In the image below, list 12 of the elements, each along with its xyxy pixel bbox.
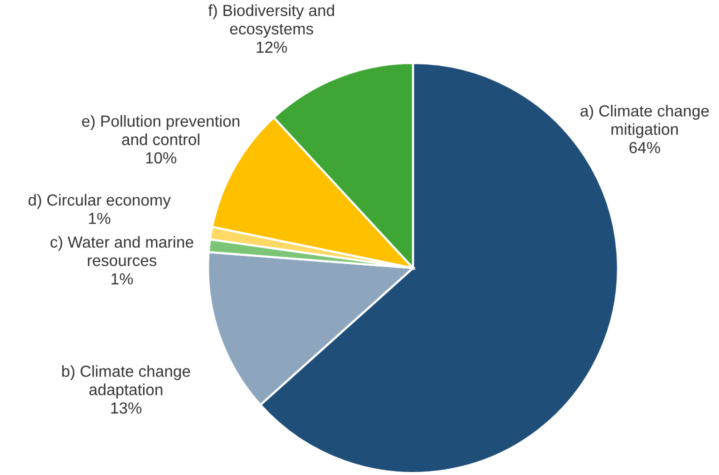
slice-label: b) Climate change adaptation — [62, 365, 190, 398]
slice-label: e) Pollution prevention and control — [82, 115, 240, 146]
data-label: 12% — [256, 42, 287, 53]
slice-label: a) Climate change mitigation — [580, 104, 709, 138]
data-label: 10% — [146, 152, 176, 164]
data-label: 1% — [89, 212, 110, 224]
data-label: 1% — [112, 273, 133, 284]
slice-label: c) Water and marine resources — [50, 236, 194, 266]
slice-label: f) Biodiversity and ecosystems — [208, 4, 334, 38]
data-label: 13% — [111, 402, 142, 414]
slice-label: d) Circular economy — [28, 194, 171, 209]
data-label: 64% — [629, 142, 660, 154]
